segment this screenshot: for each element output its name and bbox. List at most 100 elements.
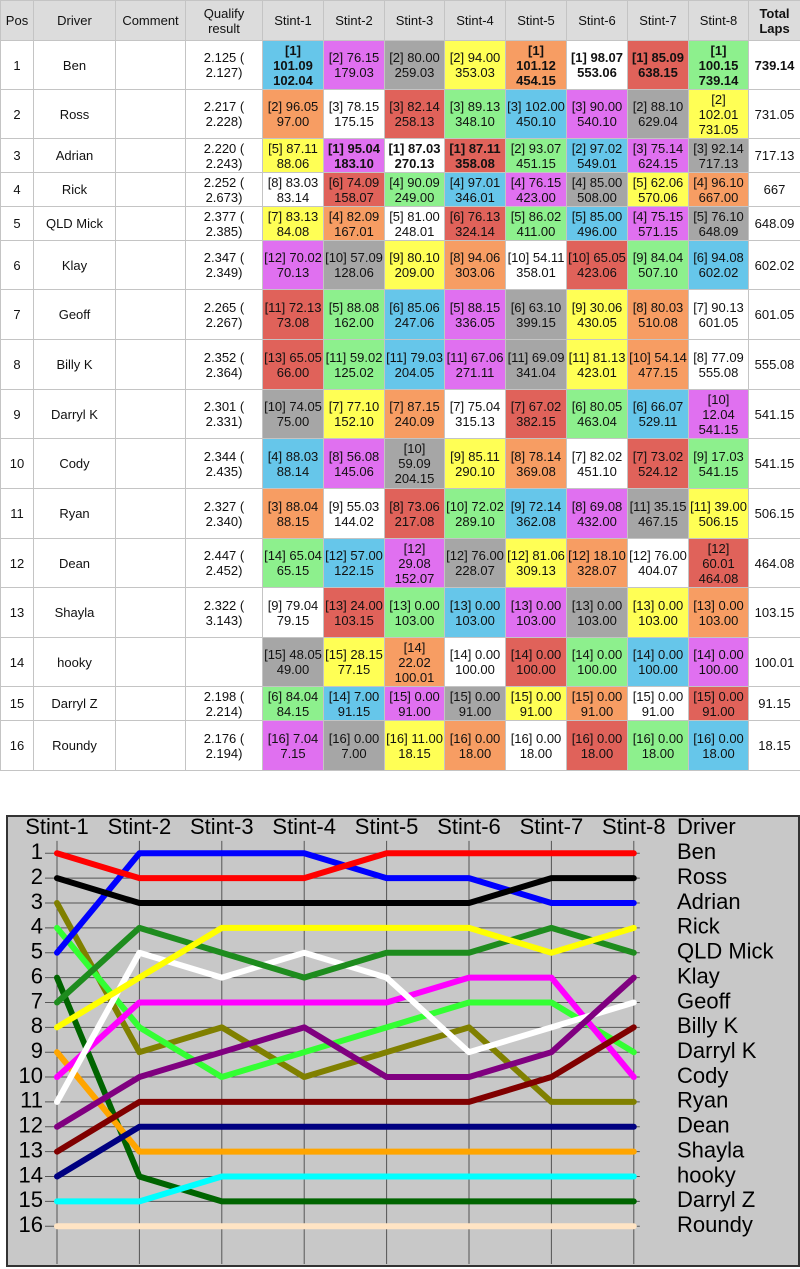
legend-entry: Klay xyxy=(677,963,720,988)
stint-cell: [11] 69.09 341.04 xyxy=(506,340,567,390)
stint-cell: [10] 12.04 541.15 xyxy=(689,390,749,439)
stint-cell: [16] 0.00 18.00 xyxy=(445,721,506,771)
stint-cell: [9] 17.03 541.15 xyxy=(689,439,749,489)
pos-cell: 1 xyxy=(1,41,34,90)
column-header: Pos xyxy=(1,1,34,41)
stint-cell: [12] 60.01 464.08 xyxy=(689,539,749,588)
qualify-cell: 2.447 ( 2.452) xyxy=(186,539,263,588)
stint-cell: [5] 62.06 570.06 xyxy=(628,173,689,207)
pos-cell: 5 xyxy=(1,207,34,241)
stint-cell: [6] 80.05 463.04 xyxy=(567,390,628,439)
driver-cell: Shayla xyxy=(34,588,116,638)
stint-cell: [2] 96.05 97.00 xyxy=(263,90,324,139)
x-tick-label: Stint-6 xyxy=(437,814,501,839)
legend-entry: Ross xyxy=(677,864,727,889)
stint-cell: [4] 97.01 346.01 xyxy=(445,173,506,207)
stint-cell: [7] 75.04 315.13 xyxy=(445,390,506,439)
driver-cell: Cody xyxy=(34,439,116,489)
x-tick-label: Stint-5 xyxy=(355,814,419,839)
total-cell: 731.05 xyxy=(749,90,800,139)
driver-cell: Billy K xyxy=(34,340,116,390)
stint-cell: [3] 82.14 258.13 xyxy=(385,90,445,139)
stint-cell: [8] 56.08 145.06 xyxy=(324,439,385,489)
stint-cell: [10] 65.05 423.06 xyxy=(567,241,628,290)
y-tick-label: 14 xyxy=(19,1162,43,1187)
y-tick-label: 2 xyxy=(31,864,43,889)
legend-title: Driver xyxy=(677,814,736,839)
qualify-cell: 2.176 ( 2.194) xyxy=(186,721,263,771)
stint-cell: [1] 98.07 553.06 xyxy=(567,41,628,90)
stint-cell: [5] 76.10 648.09 xyxy=(689,207,749,241)
qualify-cell: 2.217 ( 2.228) xyxy=(186,90,263,139)
stint-cell: [2] 93.07 451.15 xyxy=(506,139,567,173)
column-header: Stint-5 xyxy=(506,1,567,41)
stint-cell: [4] 85.00 508.00 xyxy=(567,173,628,207)
stint-cell: [5] 85.00 496.00 xyxy=(567,207,628,241)
stint-cell: [8] 80.03 510.08 xyxy=(628,290,689,340)
stint-cell: [16] 0.00 18.00 xyxy=(567,721,628,771)
stint-cell: [14] 0.00 100.00 xyxy=(689,638,749,687)
driver-cell: Adrian xyxy=(34,139,116,173)
column-header: Stint-7 xyxy=(628,1,689,41)
qualify-cell: 2.347 ( 2.349) xyxy=(186,241,263,290)
legend-entry: Cody xyxy=(677,1063,728,1088)
pos-cell: 6 xyxy=(1,241,34,290)
stint-cell: [15] 0.00 91.00 xyxy=(385,687,445,721)
column-header: Stint-1 xyxy=(263,1,324,41)
qualify-cell: 2.327 ( 2.340) xyxy=(186,489,263,539)
qualify-cell: 2.125 ( 2.127) xyxy=(186,41,263,90)
y-tick-label: 12 xyxy=(19,1113,43,1138)
qualify-cell: 2.220 ( 2.243) xyxy=(186,139,263,173)
stint-cell: [2] 88.10 629.04 xyxy=(628,90,689,139)
stint-cell: [8] 78.14 369.08 xyxy=(506,439,567,489)
total-cell: 717.13 xyxy=(749,139,800,173)
driver-cell: Klay xyxy=(34,241,116,290)
stint-cell: [1] 101.12 454.15 xyxy=(506,41,567,90)
stint-cell: [9] 30.06 430.05 xyxy=(567,290,628,340)
comment-cell xyxy=(116,290,186,340)
stint-cell: [5] 88.15 336.05 xyxy=(445,290,506,340)
pos-cell: 7 xyxy=(1,290,34,340)
stint-cell: [11] 72.13 73.08 xyxy=(263,290,324,340)
stint-cell: [1] 101.09 102.04 xyxy=(263,41,324,90)
stint-cell: [13] 0.00 103.00 xyxy=(567,588,628,638)
x-tick-label: Stint-2 xyxy=(108,814,172,839)
column-header: Stint-2 xyxy=(324,1,385,41)
driver-cell: Dean xyxy=(34,539,116,588)
legend-entry: Billy K xyxy=(677,1013,738,1038)
y-tick-label: 7 xyxy=(31,988,43,1013)
stint-cell: [13] 0.00 103.00 xyxy=(506,588,567,638)
stint-cell: [3] 75.14 624.15 xyxy=(628,139,689,173)
legend-entry: Ben xyxy=(677,839,716,864)
stint-cell: [2] 102.01 731.05 xyxy=(689,90,749,139)
stint-cell: [12] 18.10 328.07 xyxy=(567,539,628,588)
stint-cell: [7] 73.02 524.12 xyxy=(628,439,689,489)
stint-cell: [11] 67.06 271.11 xyxy=(445,340,506,390)
stint-cell: [6] 66.07 529.11 xyxy=(628,390,689,439)
stint-cell: [10] 54.14 477.15 xyxy=(628,340,689,390)
y-tick-label: 10 xyxy=(19,1063,43,1088)
stint-cell: [10] 54.11 358.01 xyxy=(506,241,567,290)
stint-cell: [3] 102.00 450.10 xyxy=(506,90,567,139)
qualify-cell: 2.198 ( 2.214) xyxy=(186,687,263,721)
stint-cell: [9] 79.04 79.15 xyxy=(263,588,324,638)
stint-cell: [4] 82.09 167.01 xyxy=(324,207,385,241)
y-tick-label: 16 xyxy=(19,1212,43,1237)
stint-cell: [13] 65.05 66.00 xyxy=(263,340,324,390)
stint-cell: [1] 85.09 638.15 xyxy=(628,41,689,90)
qualify-cell xyxy=(186,638,263,687)
stint-cell: [1] 87.03 270.13 xyxy=(385,139,445,173)
y-tick-label: 1 xyxy=(31,839,43,864)
comment-cell xyxy=(116,390,186,439)
stint-cell: [16] 0.00 7.00 xyxy=(324,721,385,771)
driver-cell: Ross xyxy=(34,90,116,139)
total-cell: 103.15 xyxy=(749,588,800,638)
